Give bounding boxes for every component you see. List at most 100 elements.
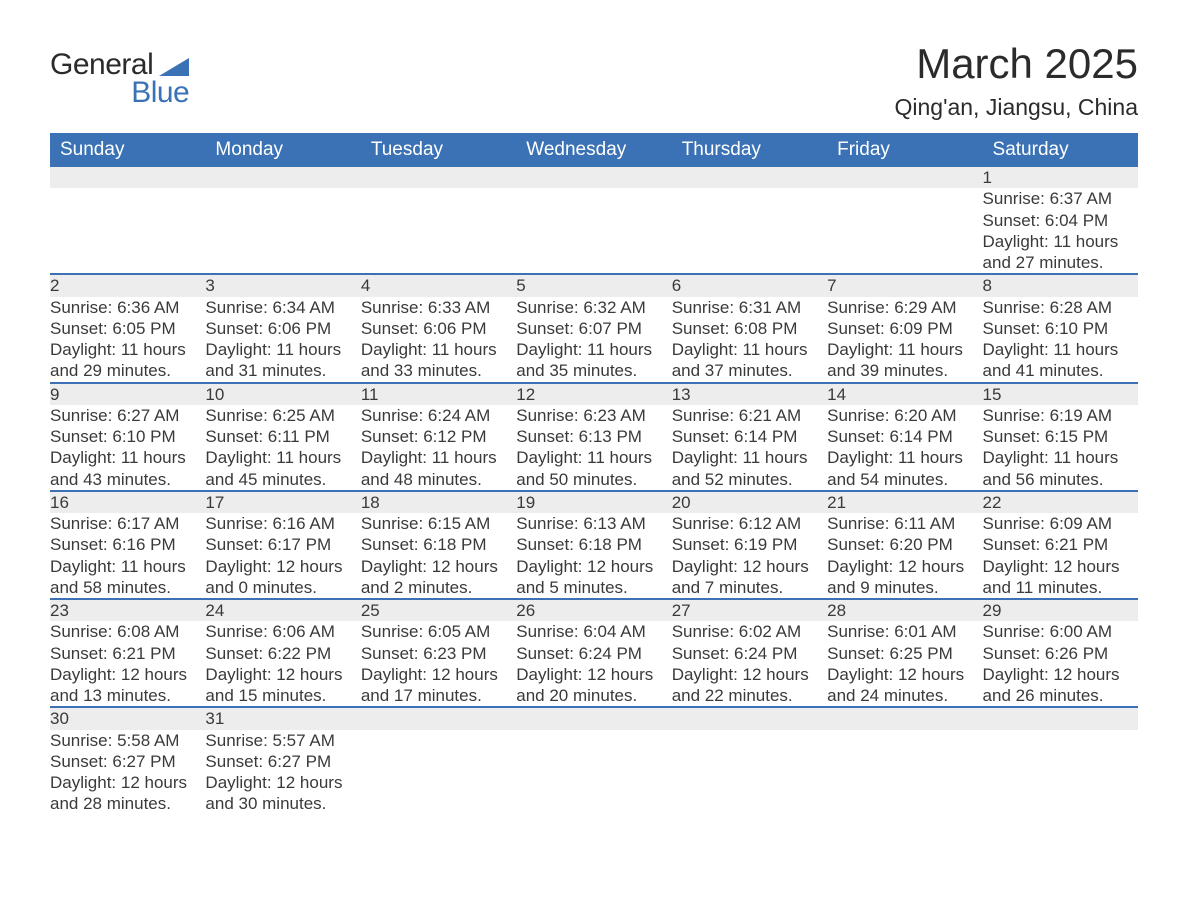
day-detail-line: and 41 minutes. [983, 360, 1138, 381]
day-number-cell [205, 167, 360, 188]
day-detail-line: Sunset: 6:06 PM [361, 318, 516, 339]
col-monday: Monday [205, 133, 360, 167]
day-detail-cell: Sunrise: 6:24 AMSunset: 6:12 PMDaylight:… [361, 405, 516, 491]
logo: General Blue [50, 48, 189, 110]
day-detail-line: Sunset: 6:16 PM [50, 534, 205, 555]
title-block: March 2025 Qing'an, Jiangsu, China [895, 40, 1139, 121]
day-detail-line: Sunset: 6:19 PM [672, 534, 827, 555]
day-detail-cell: Sunrise: 6:27 AMSunset: 6:10 PMDaylight:… [50, 405, 205, 491]
day-detail-line: Sunrise: 6:05 AM [361, 621, 516, 642]
day-number-cell: 26 [516, 599, 671, 621]
day-number-cell: 6 [672, 274, 827, 296]
day-detail-line: Sunrise: 6:34 AM [205, 297, 360, 318]
col-wednesday: Wednesday [516, 133, 671, 167]
day-detail-line: Daylight: 12 hours [672, 664, 827, 685]
day-detail-line: and 43 minutes. [50, 469, 205, 490]
day-detail-cell: Sunrise: 6:33 AMSunset: 6:06 PMDaylight:… [361, 297, 516, 383]
location-subtitle: Qing'an, Jiangsu, China [895, 94, 1139, 121]
day-detail-cell: Sunrise: 6:34 AMSunset: 6:06 PMDaylight:… [205, 297, 360, 383]
day-number-cell: 2 [50, 274, 205, 296]
day-detail-line: Daylight: 11 hours [50, 339, 205, 360]
day-detail-line: Sunrise: 6:25 AM [205, 405, 360, 426]
day-detail-line: and 24 minutes. [827, 685, 982, 706]
day-number-cell: 20 [672, 491, 827, 513]
day-detail-cell [516, 188, 671, 274]
day-detail-cell: Sunrise: 6:29 AMSunset: 6:09 PMDaylight:… [827, 297, 982, 383]
day-detail-line: Sunset: 6:14 PM [672, 426, 827, 447]
day-detail-line: Daylight: 12 hours [827, 556, 982, 577]
day-detail-line: Sunset: 6:21 PM [983, 534, 1138, 555]
day-detail-line: Daylight: 11 hours [205, 339, 360, 360]
day-detail-line: and 37 minutes. [672, 360, 827, 381]
day-detail-line: and 7 minutes. [672, 577, 827, 598]
day-detail-cell: Sunrise: 6:08 AMSunset: 6:21 PMDaylight:… [50, 621, 205, 707]
day-detail-line: Daylight: 12 hours [361, 664, 516, 685]
logo-text-blue: Blue [131, 76, 189, 110]
day-detail-line: Daylight: 12 hours [827, 664, 982, 685]
day-detail-line: Sunrise: 6:28 AM [983, 297, 1138, 318]
day-detail-line: Daylight: 12 hours [205, 772, 360, 793]
day-detail-line: Sunset: 6:06 PM [205, 318, 360, 339]
day-detail-line: and 20 minutes. [516, 685, 671, 706]
logo-triangle-icon [159, 58, 189, 76]
day-number-cell: 1 [983, 167, 1138, 188]
week-detail-row: Sunrise: 6:37 AMSunset: 6:04 PMDaylight:… [50, 188, 1138, 274]
day-detail-line: Sunset: 6:25 PM [827, 643, 982, 664]
day-number-cell: 27 [672, 599, 827, 621]
day-number-cell: 21 [827, 491, 982, 513]
day-detail-cell: Sunrise: 6:28 AMSunset: 6:10 PMDaylight:… [983, 297, 1138, 383]
day-number-cell: 10 [205, 383, 360, 405]
day-detail-cell: Sunrise: 6:11 AMSunset: 6:20 PMDaylight:… [827, 513, 982, 599]
day-detail-line: Sunrise: 6:23 AM [516, 405, 671, 426]
day-detail-line: Sunrise: 6:27 AM [50, 405, 205, 426]
day-detail-cell: Sunrise: 6:04 AMSunset: 6:24 PMDaylight:… [516, 621, 671, 707]
day-number-cell: 15 [983, 383, 1138, 405]
day-detail-line: Daylight: 12 hours [205, 664, 360, 685]
day-detail-line: Sunrise: 6:08 AM [50, 621, 205, 642]
day-number-cell: 30 [50, 707, 205, 729]
day-detail-line: Sunrise: 6:33 AM [361, 297, 516, 318]
day-detail-line: and 27 minutes. [983, 252, 1138, 273]
day-detail-line: Daylight: 11 hours [983, 447, 1138, 468]
col-thursday: Thursday [672, 133, 827, 167]
day-detail-cell: Sunrise: 6:20 AMSunset: 6:14 PMDaylight:… [827, 405, 982, 491]
week-daynum-row: 2345678 [50, 274, 1138, 296]
day-detail-line: Sunset: 6:18 PM [516, 534, 671, 555]
day-detail-line: Sunset: 6:07 PM [516, 318, 671, 339]
day-detail-line: Sunrise: 6:16 AM [205, 513, 360, 534]
day-detail-line: Sunrise: 6:01 AM [827, 621, 982, 642]
day-detail-line: Daylight: 11 hours [50, 447, 205, 468]
day-detail-line: and 31 minutes. [205, 360, 360, 381]
day-detail-line: and 39 minutes. [827, 360, 982, 381]
day-number-cell [672, 167, 827, 188]
day-detail-cell [983, 730, 1138, 815]
day-detail-line: Sunset: 6:15 PM [983, 426, 1138, 447]
day-detail-cell [672, 730, 827, 815]
day-detail-cell: Sunrise: 6:13 AMSunset: 6:18 PMDaylight:… [516, 513, 671, 599]
day-detail-line: Sunrise: 6:00 AM [983, 621, 1138, 642]
day-detail-line: and 56 minutes. [983, 469, 1138, 490]
day-detail-line: Daylight: 11 hours [516, 447, 671, 468]
day-detail-line: Daylight: 11 hours [672, 447, 827, 468]
day-detail-line: Sunrise: 6:21 AM [672, 405, 827, 426]
day-detail-cell: Sunrise: 6:09 AMSunset: 6:21 PMDaylight:… [983, 513, 1138, 599]
day-detail-line: Sunset: 6:23 PM [361, 643, 516, 664]
day-number-cell: 3 [205, 274, 360, 296]
day-detail-line: Daylight: 11 hours [516, 339, 671, 360]
day-number-cell: 22 [983, 491, 1138, 513]
day-number-cell: 23 [50, 599, 205, 621]
day-detail-line: Sunrise: 6:11 AM [827, 513, 982, 534]
day-detail-line: and 5 minutes. [516, 577, 671, 598]
day-detail-line: Sunset: 6:21 PM [50, 643, 205, 664]
week-daynum-row: 1 [50, 167, 1138, 188]
day-number-cell: 24 [205, 599, 360, 621]
day-number-cell: 13 [672, 383, 827, 405]
day-number-cell [827, 167, 982, 188]
week-detail-row: Sunrise: 6:17 AMSunset: 6:16 PMDaylight:… [50, 513, 1138, 599]
day-detail-line: Sunrise: 5:57 AM [205, 730, 360, 751]
day-detail-line: Daylight: 12 hours [983, 664, 1138, 685]
day-number-cell: 18 [361, 491, 516, 513]
day-detail-line: Sunset: 6:12 PM [361, 426, 516, 447]
header: General Blue March 2025 Qing'an, Jiangsu… [50, 40, 1138, 121]
day-number-cell: 8 [983, 274, 1138, 296]
